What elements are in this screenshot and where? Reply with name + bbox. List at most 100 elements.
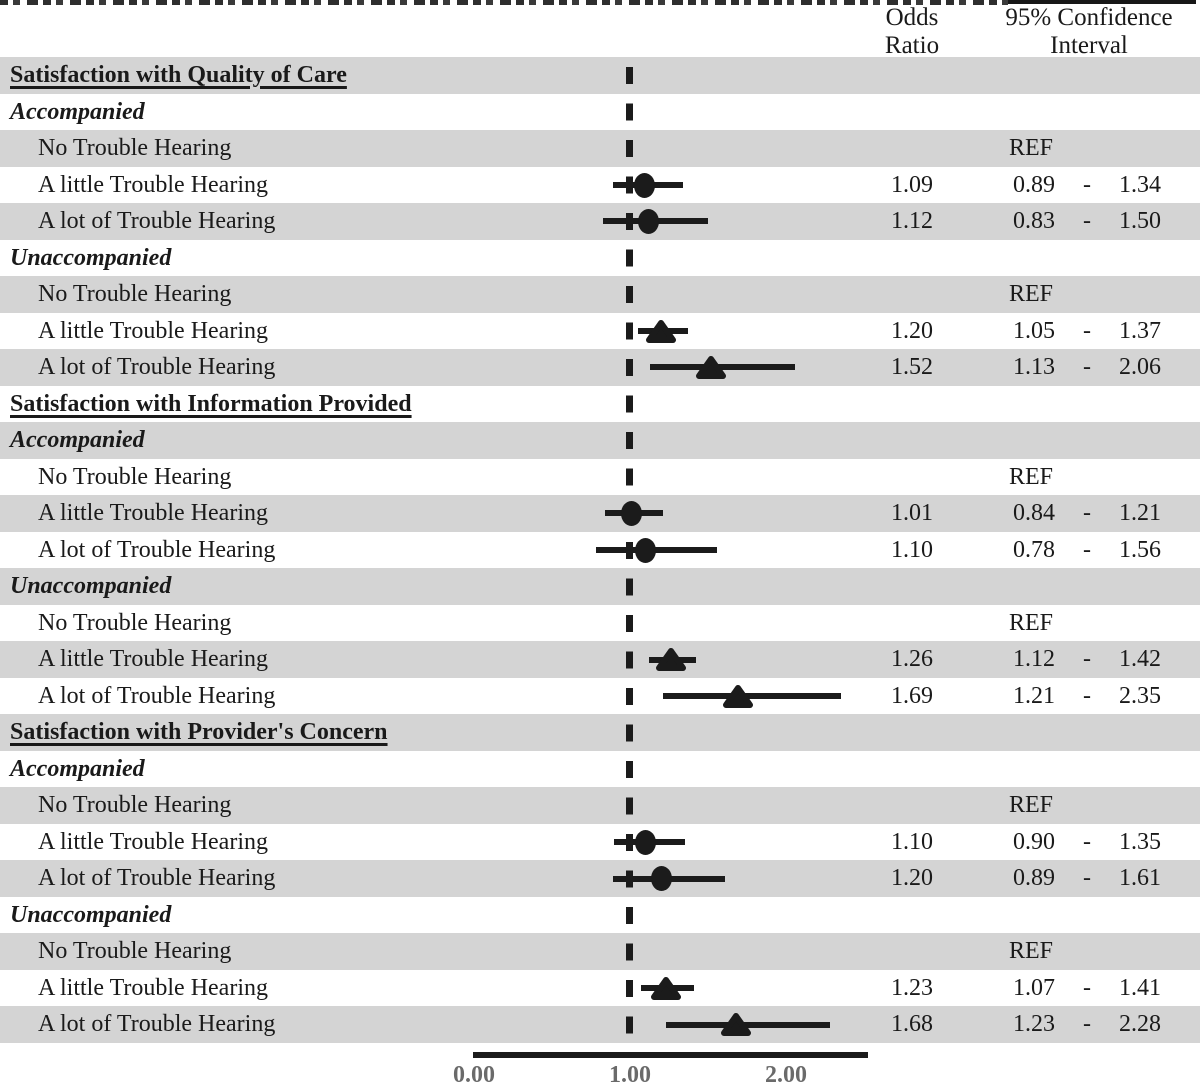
or-value: 1.52 (891, 354, 933, 381)
ci-separator: - (1083, 646, 1091, 673)
or-marker-triangle-icon (695, 355, 727, 380)
or-marker-triangle-icon (720, 1012, 752, 1037)
x-axis-line (473, 1052, 868, 1058)
table-row: Unaccompanied (0, 568, 1200, 605)
table-row: Accompanied (0, 94, 1200, 131)
row-label: Satisfaction with Information Provided (10, 390, 412, 417)
row-label: No Trouble Hearing (38, 281, 232, 308)
or-value: 1.20 (891, 865, 933, 892)
or-value: 1.10 (891, 536, 933, 563)
ci-high-value: 2.28 (1119, 1011, 1161, 1038)
ci-low-value: 0.90 (1013, 828, 1055, 855)
or-marker-circle-icon (635, 537, 657, 563)
row-label: Unaccompanied (10, 573, 172, 600)
table-row: A little Trouble Hearing 1.09 0.89 - 1.3… (0, 167, 1200, 204)
row-label: A lot of Trouble Hearing (38, 208, 276, 235)
row-label: No Trouble Hearing (38, 463, 232, 490)
table-row: A lot of Trouble Hearing 1.52 1.13 - 2.0… (0, 349, 1200, 386)
ref-label: REF (1008, 938, 1053, 965)
row-label: Accompanied (10, 755, 145, 782)
or-value: 1.09 (891, 171, 933, 198)
table-body: Satisfaction with Quality of Care Accomp… (0, 57, 1200, 1043)
ci-separator: - (1083, 974, 1091, 1001)
or-marker-triangle-icon (722, 684, 754, 709)
x-axis-tick-label: 0.00 (453, 1062, 495, 1088)
row-label: No Trouble Hearing (38, 938, 232, 965)
table-row: A lot of Trouble Hearing 1.20 0.89 - 1.6… (0, 860, 1200, 897)
ci-low-value: 0.89 (1013, 171, 1055, 198)
ci-low-value: 0.84 (1013, 500, 1055, 527)
ci-separator: - (1083, 354, 1091, 381)
row-label: Unaccompanied (10, 244, 172, 271)
ci-separator: - (1083, 682, 1091, 709)
or-marker-circle-icon (638, 209, 660, 235)
ci-separator: - (1083, 828, 1091, 855)
ref-label: REF (1008, 609, 1053, 636)
row-label: Accompanied (10, 98, 145, 125)
table-row: No Trouble Hearing REF (0, 605, 1200, 642)
ci-separator: - (1083, 865, 1091, 892)
or-marker-circle-icon (635, 829, 657, 855)
row-label: A little Trouble Hearing (38, 500, 268, 527)
ci-low-value: 1.13 (1013, 354, 1055, 381)
x-axis-ticks: 0.00 1.00 2.00 (0, 1062, 1200, 1089)
row-label: A little Trouble Hearing (38, 317, 268, 344)
or-marker-circle-icon (633, 172, 655, 198)
table-row: A little Trouble Hearing 1.10 0.90 - 1.3… (0, 824, 1200, 861)
row-label: A lot of Trouble Hearing (38, 536, 276, 563)
cropped-text-marks (0, 0, 1008, 5)
ci-separator: - (1083, 536, 1091, 563)
ci-separator: - (1083, 171, 1091, 198)
ci-low-value: 0.83 (1013, 208, 1055, 235)
table-row: A little Trouble Hearing 1.26 1.12 - 1.4… (0, 641, 1200, 678)
row-label: Accompanied (10, 427, 145, 454)
row-label: A little Trouble Hearing (38, 974, 268, 1001)
ci-line (595, 547, 718, 553)
row-label: Satisfaction with Provider's Concern (10, 719, 388, 746)
row-label: A lot of Trouble Hearing (38, 354, 276, 381)
table-row: A little Trouble Hearing 1.23 1.07 - 1.4… (0, 970, 1200, 1007)
ci-low-value: 0.89 (1013, 865, 1055, 892)
ci-high-value: 1.50 (1119, 208, 1161, 235)
or-value: 1.12 (891, 208, 933, 235)
table-row: No Trouble Hearing REF (0, 459, 1200, 496)
ci-low-value: 1.12 (1013, 646, 1055, 673)
table-row: A lot of Trouble Hearing 1.69 1.21 - 2.3… (0, 678, 1200, 715)
cropped-text-line (1008, 0, 1196, 4)
ci-high-value: 2.35 (1119, 682, 1161, 709)
or-value: 1.26 (891, 646, 933, 673)
ci-low-value: 1.07 (1013, 974, 1055, 1001)
ci-high-value: 1.61 (1119, 865, 1161, 892)
or-marker-triangle-icon (650, 976, 682, 1001)
ci-high-value: 1.41 (1119, 974, 1161, 1001)
ref-label: REF (1008, 281, 1053, 308)
table-row: Satisfaction with Information Provided (0, 386, 1200, 423)
row-label: A lot of Trouble Hearing (38, 865, 276, 892)
table-row: No Trouble Hearing REF (0, 787, 1200, 824)
ci-separator: - (1083, 208, 1091, 235)
reference-line-dashed (626, 57, 633, 1056)
or-value: 1.01 (891, 500, 933, 527)
or-value: 1.68 (891, 1011, 933, 1038)
or-value: 1.23 (891, 974, 933, 1001)
table-row: A lot of Trouble Hearing 1.12 0.83 - 1.5… (0, 203, 1200, 240)
or-value: 1.10 (891, 828, 933, 855)
row-label: A little Trouble Hearing (38, 171, 268, 198)
table-row: A little Trouble Hearing 1.01 0.84 - 1.2… (0, 495, 1200, 532)
table-row: A lot of Trouble Hearing 1.68 1.23 - 2.2… (0, 1006, 1200, 1043)
ci-high-value: 2.06 (1119, 354, 1161, 381)
table-row: Unaccompanied (0, 240, 1200, 277)
row-label: A lot of Trouble Hearing (38, 682, 276, 709)
row-label: Unaccompanied (10, 901, 172, 928)
or-value: 1.69 (891, 682, 933, 709)
table-row: No Trouble Hearing REF (0, 130, 1200, 167)
odds-ratio-column-header: Odds Ratio (884, 4, 940, 59)
ci-low-value: 1.21 (1013, 682, 1055, 709)
ci-low-value: 0.78 (1013, 536, 1055, 563)
row-label: A little Trouble Hearing (38, 646, 268, 673)
ci-high-value: 1.21 (1119, 500, 1161, 527)
ci-line (662, 693, 841, 700)
confidence-interval-column-header: 95% Confidence Interval (1005, 4, 1173, 59)
or-value: 1.20 (891, 317, 933, 344)
